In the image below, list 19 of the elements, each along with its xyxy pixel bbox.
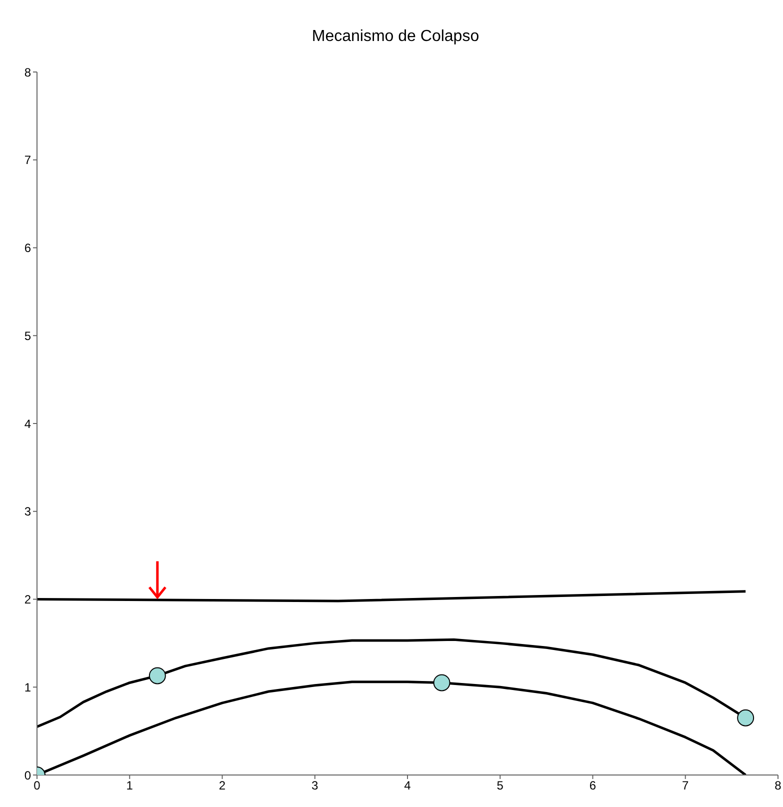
x-tick-label: 4 [404, 778, 412, 793]
x-tick-label: 8 [774, 778, 782, 793]
x-tick-label: 1 [126, 778, 134, 793]
y-tick-label: 2 [24, 592, 32, 607]
x-tick-label: 5 [496, 778, 504, 793]
y-tick-label: 4 [24, 416, 32, 431]
x-tick-label: 3 [312, 778, 319, 793]
x-tick-label: 6 [589, 778, 596, 793]
x-tick-label: 2 [218, 778, 226, 793]
y-tick-label: 0 [24, 768, 32, 782]
x-tick-label: 0 [34, 778, 41, 793]
y-tick-label: 1 [24, 680, 32, 694]
y-tick-label: 3 [24, 504, 32, 519]
y-tick-label: 5 [24, 328, 32, 343]
x-tick-label: 7 [682, 778, 690, 793]
chart-title: Mecanismo de Colapso [310, 27, 480, 47]
y-tick-label: 6 [24, 241, 32, 256]
y-tick-label: 7 [24, 153, 32, 168]
y-tick-label: 8 [24, 65, 32, 80]
